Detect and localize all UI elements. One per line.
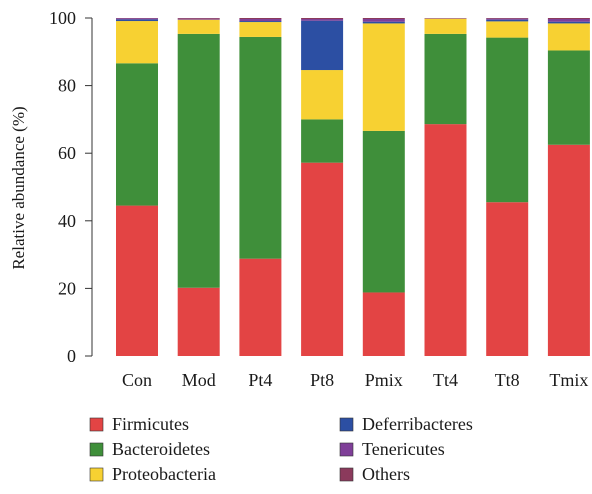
- x-tick-label-tt4: Tt4: [433, 370, 458, 390]
- bar-segment-others-mod: [177, 18, 220, 19]
- bar-segment-tenericutes-pt8: [301, 19, 344, 21]
- bar-segment-bacteroidetes-tt8: [486, 37, 529, 203]
- bar-segment-bacteroidetes-pt4: [239, 36, 282, 259]
- legend-label-bacteroidetes: Bacteroidetes: [112, 439, 210, 459]
- bar-segment-deferribacteres-pt8: [301, 20, 344, 71]
- bar-segment-bacteroidetes-pmix: [362, 130, 405, 293]
- bar-segment-firmicutes-tt8: [486, 202, 529, 356]
- legend-swatch-others: [339, 467, 354, 482]
- bar-segment-bacteroidetes-mod: [177, 33, 220, 288]
- bar-segment-tenericutes-pmix: [362, 19, 405, 22]
- bar-segment-deferribacteres-pt4: [239, 21, 282, 23]
- legend-swatch-tenericutes: [339, 442, 354, 457]
- bar-segment-others-pt8: [301, 18, 344, 20]
- legend-swatch-firmicutes: [89, 417, 104, 432]
- bar-segment-proteobacteria-con: [116, 21, 158, 64]
- x-tick-label-con: Con: [122, 370, 152, 390]
- bar-segment-others-pt4: [239, 18, 282, 20]
- bar-segment-tenericutes-tt8: [486, 18, 529, 20]
- bar-segment-proteobacteria-mod: [177, 19, 220, 34]
- bar-segment-bacteroidetes-con: [116, 63, 158, 206]
- bar-segment-firmicutes-con: [116, 205, 158, 356]
- bar-segment-deferribacteres-tmix: [547, 21, 590, 24]
- bar-segment-deferribacteres-con: [116, 19, 158, 22]
- bar-segment-firmicutes-mod: [177, 287, 220, 356]
- bar-segment-deferribacteres-pmix: [362, 21, 405, 24]
- y-tick-label: 60: [58, 143, 76, 163]
- bar-segment-firmicutes-pt8: [301, 162, 344, 356]
- y-tick-label: 0: [67, 346, 76, 366]
- bar-segment-tenericutes-con: [116, 18, 158, 20]
- bar-segment-others-tmix: [547, 18, 590, 20]
- bar-segment-proteobacteria-tmix: [547, 23, 590, 51]
- legend-swatch-deferribacteres: [339, 417, 354, 432]
- legend-swatch-bacteroidetes: [89, 442, 104, 457]
- bar-segment-proteobacteria-pmix: [362, 23, 405, 131]
- bar-segment-others-pmix: [362, 18, 405, 20]
- bar-segment-proteobacteria-tt4: [424, 18, 467, 34]
- legend: Firmicutes Bacteroidetes Proteobacteria Def…: [89, 414, 473, 484]
- bar-segment-proteobacteria-tt8: [486, 21, 529, 38]
- bar-segment-firmicutes-pt4: [239, 258, 282, 356]
- x-tick-label-pt8: Pt8: [310, 370, 334, 390]
- y-tick-label: 20: [58, 278, 76, 298]
- bar-segment-firmicutes-tt4: [424, 124, 467, 356]
- y-axis-label: Relative abundance (%): [9, 106, 28, 269]
- bar-segment-proteobacteria-pt4: [239, 22, 282, 37]
- bar-segment-tenericutes-tmix: [547, 19, 590, 22]
- ticks-layer: 0 20 40 60 80 100 Con Mod Pt4 Pt8 Pmix Tt4 Tt8 Tmix: [49, 8, 588, 390]
- y-tick-label: 80: [58, 76, 76, 96]
- legend-swatch-proteobacteria: [89, 467, 104, 482]
- legend-label-proteobacteria: Proteobacteria: [112, 464, 216, 484]
- bar-segment-firmicutes-pmix: [362, 292, 405, 356]
- x-tick-label-tmix: Tmix: [549, 370, 588, 390]
- x-tick-label-tt8: Tt8: [495, 370, 520, 390]
- bar-segment-bacteroidetes-tmix: [547, 50, 590, 145]
- legend-label-others: Others: [362, 464, 410, 484]
- x-tick-label-mod: Mod: [182, 370, 216, 390]
- y-tick-label: 100: [49, 8, 76, 28]
- bars-layer: [116, 18, 590, 356]
- bar-segment-bacteroidetes-pt8: [301, 119, 344, 163]
- bar-segment-tenericutes-mod: [177, 18, 220, 20]
- bar-segment-bacteroidetes-tt4: [424, 33, 467, 125]
- bar-segment-others-tt8: [486, 18, 529, 19]
- bar-segment-deferribacteres-tt8: [486, 19, 529, 22]
- y-tick-label: 40: [58, 211, 76, 231]
- bar-segment-firmicutes-tmix: [547, 144, 590, 356]
- bar-segment-proteobacteria-pt8: [301, 70, 344, 120]
- x-tick-label-pmix: Pmix: [365, 370, 403, 390]
- legend-label-deferribacteres: Deferribacteres: [362, 414, 473, 434]
- x-tick-label-pt4: Pt4: [248, 370, 272, 390]
- legend-label-firmicutes: Firmicutes: [112, 414, 189, 434]
- bar-segment-tenericutes-pt4: [239, 19, 282, 22]
- legend-label-tenericutes: Tenericutes: [362, 439, 445, 459]
